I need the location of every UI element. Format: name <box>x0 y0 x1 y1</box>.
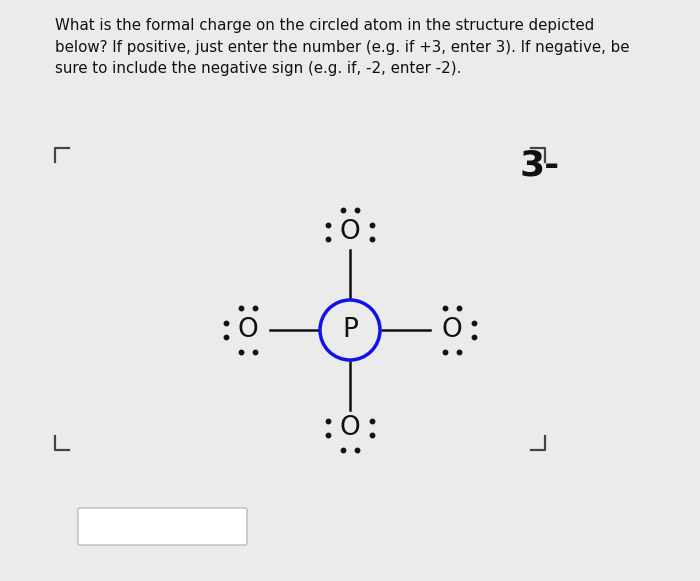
Text: O: O <box>340 219 360 245</box>
Text: O: O <box>340 415 360 441</box>
FancyBboxPatch shape <box>78 508 247 545</box>
Text: 3-: 3- <box>520 148 560 182</box>
Text: O: O <box>237 317 258 343</box>
Text: What is the formal charge on the circled atom in the structure depicted
below? I: What is the formal charge on the circled… <box>55 18 629 76</box>
Text: P: P <box>342 317 358 343</box>
Text: O: O <box>442 317 463 343</box>
